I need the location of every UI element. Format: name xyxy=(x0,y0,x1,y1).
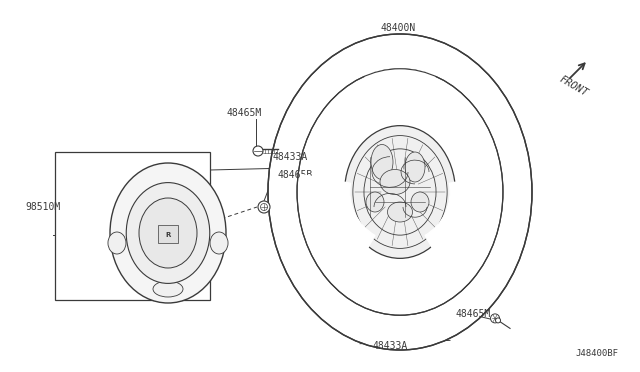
Ellipse shape xyxy=(258,201,270,213)
Text: 48433A: 48433A xyxy=(273,152,308,162)
Wedge shape xyxy=(300,174,375,279)
Wedge shape xyxy=(425,174,500,279)
Ellipse shape xyxy=(344,126,456,259)
Ellipse shape xyxy=(490,314,500,323)
Ellipse shape xyxy=(139,198,197,268)
Ellipse shape xyxy=(153,281,183,297)
Bar xyxy=(158,225,178,243)
Text: 48465M: 48465M xyxy=(456,309,492,319)
Ellipse shape xyxy=(253,146,263,156)
Ellipse shape xyxy=(210,232,228,254)
Ellipse shape xyxy=(371,144,393,180)
Ellipse shape xyxy=(108,232,126,254)
Ellipse shape xyxy=(110,163,226,303)
Text: R: R xyxy=(165,232,171,238)
Text: 48465B: 48465B xyxy=(278,170,313,180)
Text: 98510M: 98510M xyxy=(25,202,60,212)
Ellipse shape xyxy=(405,152,425,182)
Ellipse shape xyxy=(380,170,410,195)
Ellipse shape xyxy=(297,69,503,315)
Bar xyxy=(55,152,210,300)
Text: 48433A: 48433A xyxy=(372,341,408,351)
Text: FRONT: FRONT xyxy=(558,74,590,98)
Ellipse shape xyxy=(495,318,500,323)
Ellipse shape xyxy=(366,192,384,212)
Text: 48400N: 48400N xyxy=(380,23,415,33)
Ellipse shape xyxy=(268,34,532,350)
Wedge shape xyxy=(365,69,435,120)
Ellipse shape xyxy=(411,192,429,212)
Text: J48400BF: J48400BF xyxy=(575,349,618,358)
Ellipse shape xyxy=(260,203,268,211)
Text: 48465M: 48465M xyxy=(227,108,262,118)
Ellipse shape xyxy=(126,183,210,283)
Ellipse shape xyxy=(387,202,413,222)
